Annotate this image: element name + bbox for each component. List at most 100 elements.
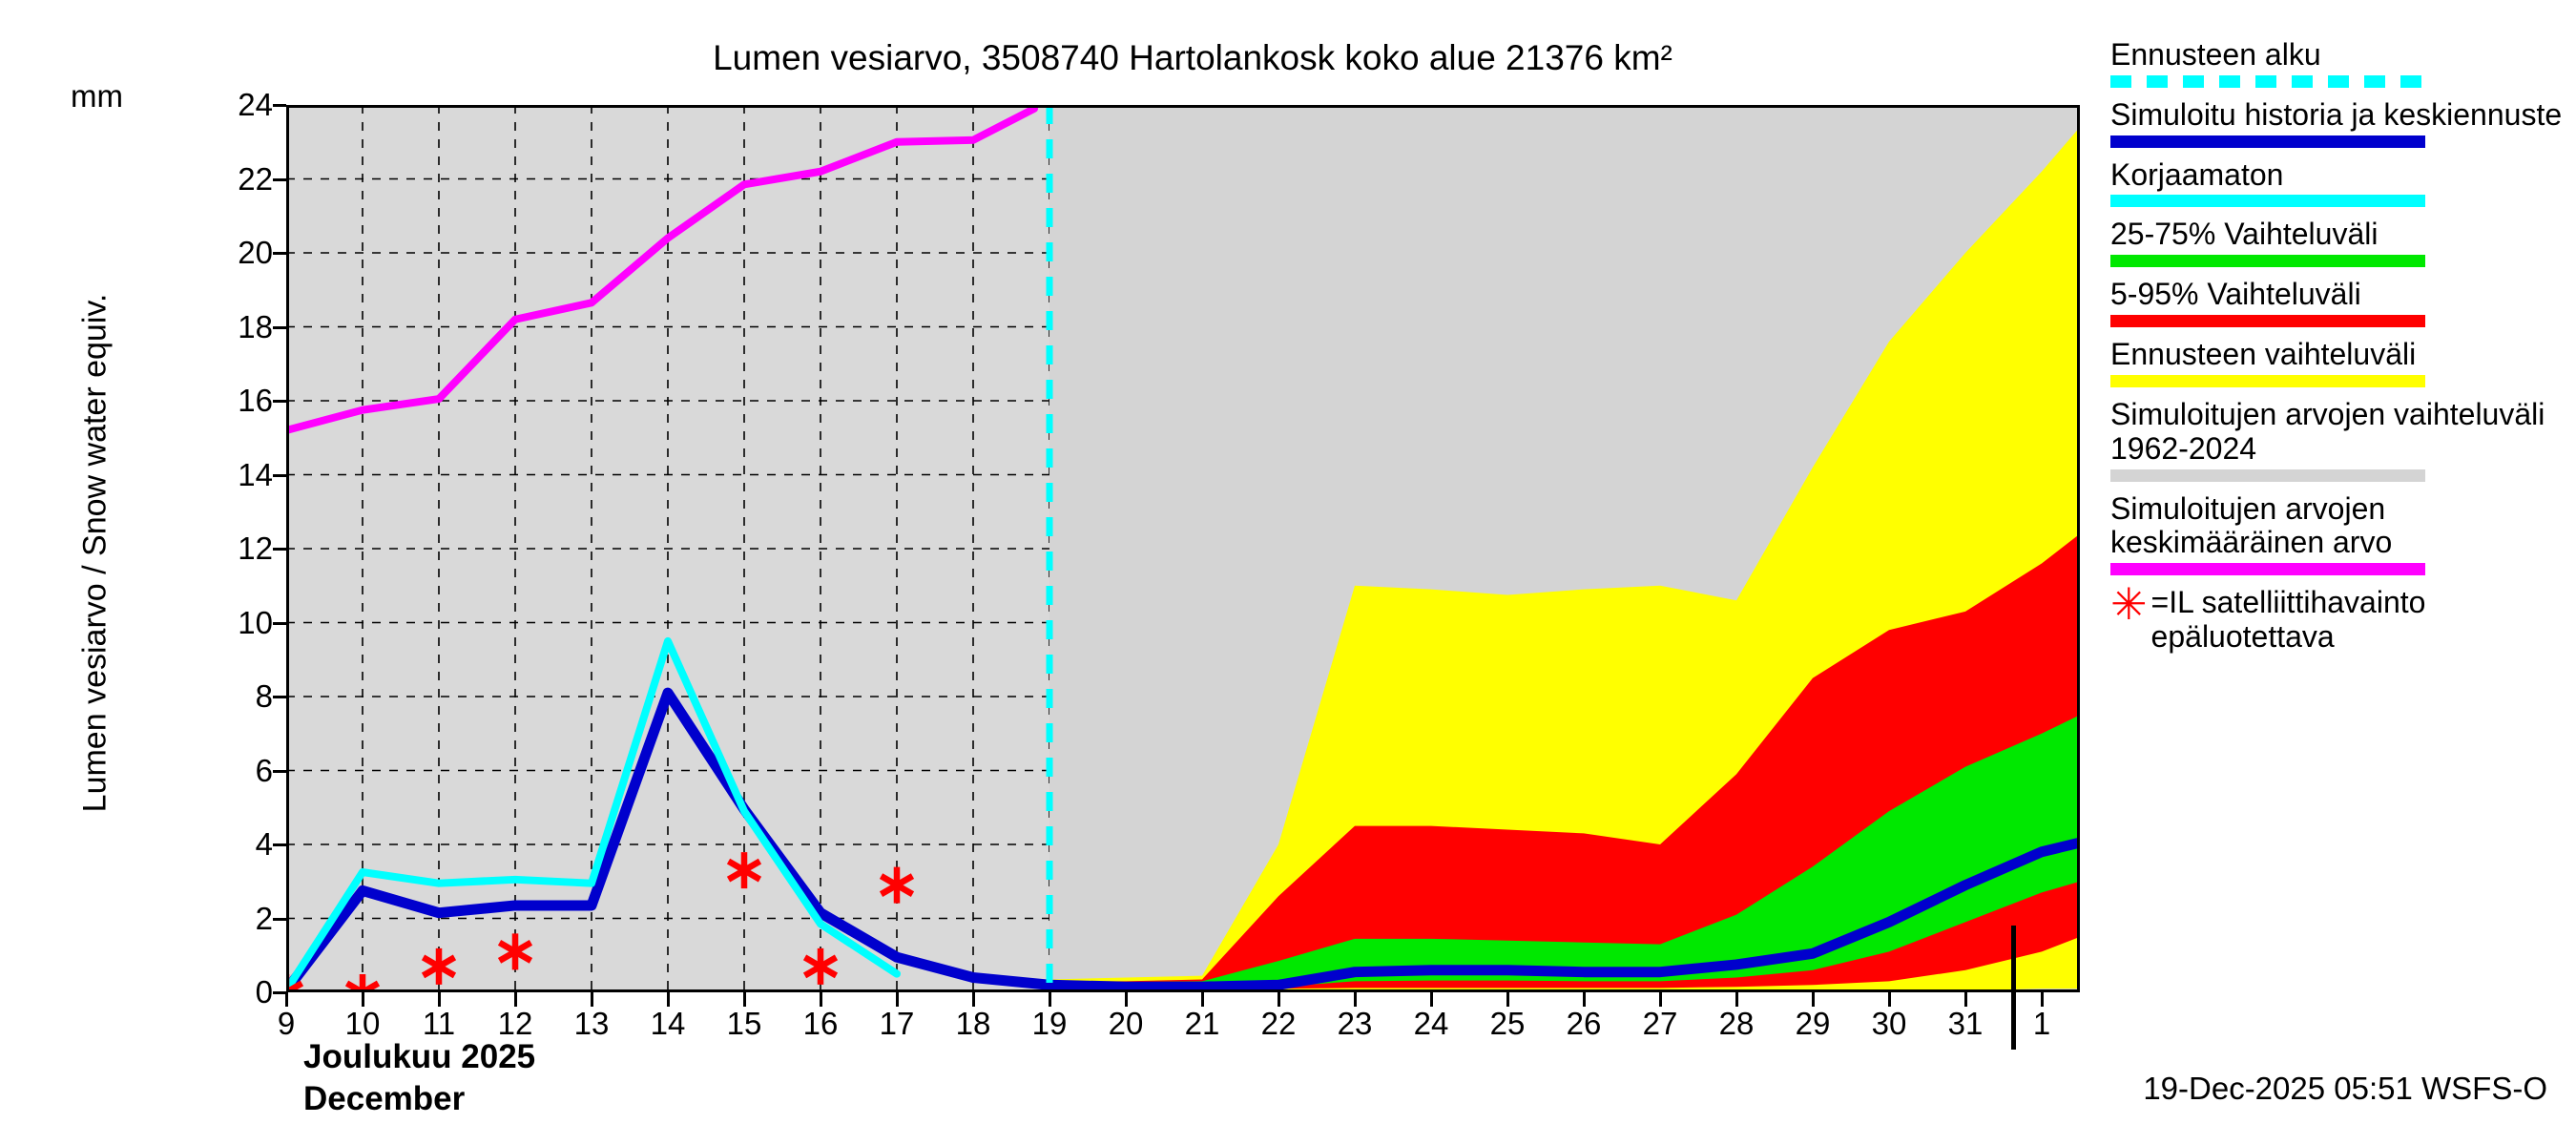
x-tick-label: 11 [422,1006,456,1041]
x-tick-mark [2041,992,2044,1007]
y-tick-mark [273,252,286,255]
x-tick-mark [1278,992,1280,1007]
asterisk-marker [726,852,762,889]
y-tick-label: 20 [238,235,273,270]
x-tick-mark [1201,992,1204,1007]
legend-item-label: Ennusteen vaihteluväli [2110,337,2417,372]
legend-item: 25-75% Vaihteluväli [2110,217,2568,268]
x-tick-label: 23 [1337,1006,1373,1041]
x-tick-label: 16 [802,1006,839,1041]
x-tick-mark [1506,992,1509,1007]
x-tick-mark [1354,992,1357,1007]
plot-area [286,105,2080,992]
y-tick-mark [273,400,286,403]
x-tick-label: 20 [1108,1006,1144,1041]
timestamp-label: 19-Dec-2025 05:51 WSFS-O [2143,1071,2547,1106]
x-tick-label: 24 [1413,1006,1449,1041]
x-tick-mark [591,992,593,1007]
y-tick-mark [273,917,286,921]
y-tick-mark [273,991,286,994]
series-line [286,687,2080,992]
legend-item-swatch [2110,195,2425,208]
y-tick-mark [273,769,286,773]
y-tick-label: 22 [238,160,273,197]
legend-item-swatch [2110,563,2425,576]
y-tick-mark [273,548,286,551]
satellite-observation-markers [286,852,915,992]
y-tick-mark [273,843,286,846]
x-tick-mark [1659,992,1662,1007]
x-tick-mark [1125,992,1128,1007]
asterisk-marker [344,974,381,992]
y-tick-mark [273,177,286,181]
y-tick-label: 2 [255,900,273,936]
x-tick-mark [972,992,975,1007]
x-tick-mark [1888,992,1891,1007]
legend-item: Ennusteen alku [2110,37,2568,88]
x-tick-label: 12 [497,1006,533,1041]
legend-asterisk-note: ✳ =IL satelliittihavainto epäluotettava [2110,579,2568,655]
asterisk-marker [802,947,839,985]
month-label-finnish: Joulukuu 2025 [303,1038,536,1075]
legend-item: Simuloitujen arvojen vaihteluväli 1962-2… [2110,396,2568,482]
x-tick-mark [667,992,670,1007]
x-tick-mark [820,992,822,1007]
x-tick-label: 25 [1489,1006,1526,1041]
legend-item-swatch [2110,468,2425,482]
y-axis-unit-label: mm [71,78,123,114]
x-tick-label: 19 [1031,1006,1068,1041]
x-tick-label: 31 [1947,1006,1984,1041]
chart-canvas [286,105,2080,992]
legend-asterisk-label: =IL satelliittihavainto epäluotettava [2150,585,2426,655]
x-tick-label: 27 [1642,1006,1678,1041]
x-tick-mark [1049,992,1051,1007]
legend-item-swatch [2110,374,2425,387]
x-tick-label: 26 [1566,1006,1602,1041]
y-tick-mark [273,473,286,477]
legend-item-swatch [2110,74,2425,88]
y-tick-mark [273,621,286,625]
x-axis-tick-labels: 9 10 11 12 13 14 15 16 17 18 19 20 21 22 23 24 25 26 27 28 2… [278,992,2080,1050]
y-tick-label: 4 [255,826,273,862]
legend-item: 5-95% Vaihteluväli [2110,277,2568,328]
legend-item-swatch [2110,255,2425,268]
asterisk-icon: ✳ [2110,579,2148,630]
y-tick-label: 10 [238,604,273,640]
x-tick-mark [362,992,364,1007]
x-tick-label: 18 [955,1006,991,1041]
x-tick-mark [1812,992,1815,1007]
legend-item: Korjaamaton [2110,156,2568,208]
legend-item-label: Korjaamaton [2110,156,2284,192]
x-tick-label: 29 [1795,1006,1831,1041]
legend-item-swatch [2110,135,2425,148]
y-tick-label: 16 [238,383,273,418]
y-tick-mark [273,696,286,698]
x-tick-mark [743,992,746,1007]
legend-item: Ennusteen vaihteluväli [2110,337,2568,387]
x-tick-mark [896,992,899,1007]
x-tick-label: 10 [344,1006,381,1041]
y-axis-title: Lumen vesiarvo / Snow water equiv. [76,293,114,813]
legend-item-label: Simuloitujen arvojen vaihteluväli 1962-2… [2110,396,2545,466]
x-tick-label: 30 [1871,1006,1907,1041]
x-tick-mark [1735,992,1738,1007]
y-tick-mark [273,104,286,107]
y-tick-label: 14 [238,456,273,492]
asterisk-marker [421,947,457,985]
forecast-bands [1049,105,2080,992]
y-tick-label: 6 [255,752,273,788]
legend-item-label: 25-75% Vaihteluväli [2110,217,2379,252]
series-line [286,636,901,992]
y-tick-label: 0 [255,974,273,1010]
x-tick-label: 21 [1184,1006,1220,1041]
x-tick-label: 17 [879,1006,915,1041]
x-tick-label: 28 [1718,1006,1755,1041]
data-series [286,105,2080,992]
month-divider [2011,926,2016,1050]
x-tick-mark [514,992,517,1007]
band-00e800 [1049,715,2080,988]
x-tick-label: 1 [2032,1006,2051,1041]
series-line [286,105,1038,434]
page-title: Lumen vesiarvo, 3508740 Hartolankosk kok… [713,38,1672,77]
x-tick-label: 22 [1260,1006,1297,1041]
